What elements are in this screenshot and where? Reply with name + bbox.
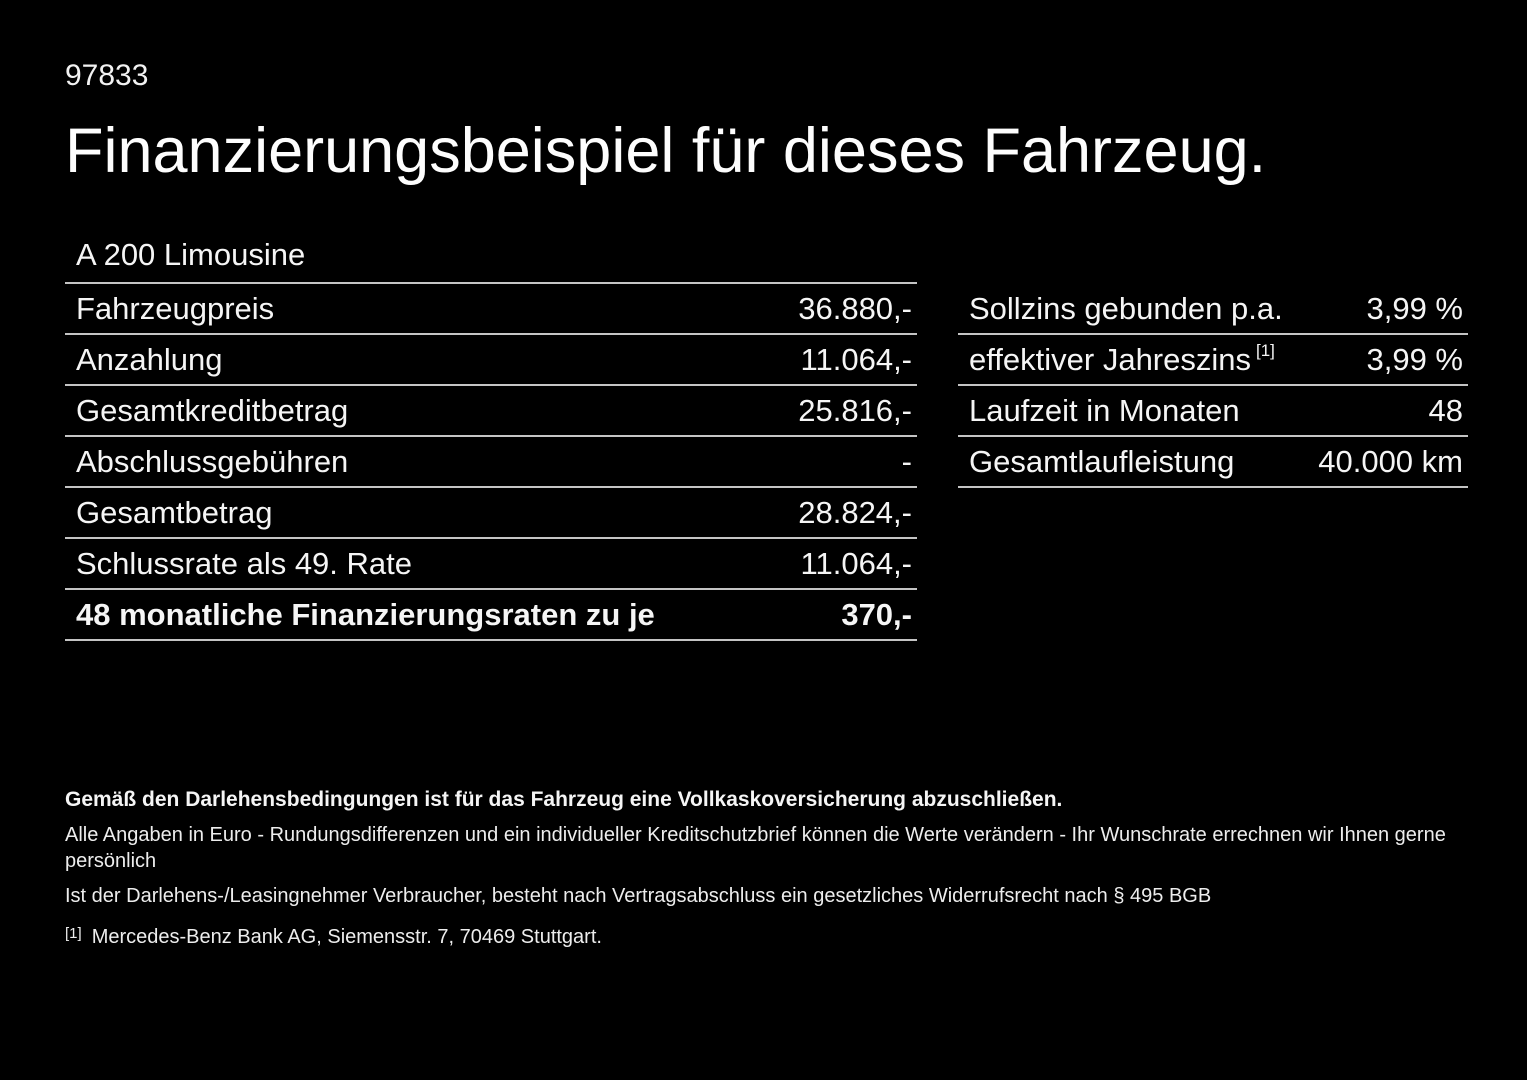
row-value: - xyxy=(901,443,912,479)
row-label: Schlussrate als 49. Rate xyxy=(76,545,413,581)
row-value: 11.064,- xyxy=(800,545,912,581)
table-row: Fahrzeugpreis 36.880,- xyxy=(65,284,917,336)
footnote: [1] Mercedes-Benz Bank AG, Siemensstr. 7,… xyxy=(65,921,1468,950)
row-label: Sollzins gebunden p.a. xyxy=(969,290,1283,326)
table-row: Laufzeit in Monaten 48 xyxy=(958,386,1468,438)
row-value: 370,- xyxy=(841,596,912,632)
right-column: Sollzins gebunden p.a. 3,99 % effektiver J… xyxy=(958,234,1468,641)
table-row: effektiver Jahreszins [1] 3,99 % xyxy=(958,335,1468,387)
row-value: 28.824,- xyxy=(798,494,912,530)
row-value: 3,99 % xyxy=(1366,290,1463,326)
row-label: Gesamtbetrag xyxy=(76,494,273,530)
footnote-marker: [1] xyxy=(65,925,82,943)
row-value: 11.064,- xyxy=(800,341,912,377)
footnote-text: Mercedes-Benz Bank AG, Siemensstr. 7, 70… xyxy=(91,926,602,949)
row-label: 48 monatliche Finanzierungsraten zu je xyxy=(76,596,655,632)
table-row: Abschlussgebühren - xyxy=(65,437,917,489)
table-row: Gesamtkreditbetrag 25.816,- xyxy=(65,386,917,438)
row-value: 48 xyxy=(1428,392,1463,428)
row-label: Abschlussgebühren xyxy=(76,443,349,479)
footer-disclaimers: Gemäß den Darlehensbedingungen ist für d… xyxy=(65,787,1468,950)
document-number: 97833 xyxy=(65,59,149,92)
column-gap xyxy=(917,234,958,641)
row-label: Gesamtkreditbetrag xyxy=(76,392,349,428)
row-label: Fahrzeugpreis xyxy=(76,290,275,326)
financing-costs-table: Fahrzeugpreis 36.880,- Anzahlung 11.064,- Ge… xyxy=(65,282,917,642)
vehicle-model: A 200 Limousine xyxy=(76,237,306,273)
row-value: 40.000 km xyxy=(1318,443,1463,479)
table-row: Sollzins gebunden p.a. 3,99 % xyxy=(958,284,1468,336)
row-label: Anzahlung xyxy=(76,341,223,377)
financing-terms-table: Sollzins gebunden p.a. 3,99 % effektiver J… xyxy=(958,284,1468,489)
table-row: 48 monatliche Finanzierungsraten zu je 37… xyxy=(65,590,917,642)
row-value: 36.880,- xyxy=(798,290,912,326)
row-label: Laufzeit in Monaten xyxy=(969,392,1240,428)
row-label: effektiver Jahreszins xyxy=(969,341,1251,377)
table-row: Gesamtbetrag 28.824,- xyxy=(65,488,917,540)
table-row: Schlussrate als 49. Rate 11.064,- xyxy=(65,539,917,591)
row-label: Gesamtlaufleistung xyxy=(969,443,1235,479)
row-value: 25.816,- xyxy=(798,392,912,428)
financing-tables: A 200 Limousine Fahrzeugpreis 36.880,- Anz… xyxy=(65,234,1468,642)
insurance-disclaimer: Gemäß den Darlehensbedingungen ist für d… xyxy=(65,788,1063,812)
table-row: Anzahlung 11.064,- xyxy=(65,335,917,387)
table-row: Gesamtlaufleistung 40.000 km xyxy=(958,437,1468,489)
withdrawal-rights-disclaimer: Ist der Darlehens-/Leasingnehmer Verbrau… xyxy=(65,885,1212,908)
footnote-reference: [1] xyxy=(1256,341,1275,361)
row-value: 3,99 % xyxy=(1366,341,1463,377)
euro-disclaimer: Alle Angaben in Euro - Rundungsdifferenz… xyxy=(65,824,1446,873)
page-title: Finanzierungsbeispiel für dieses Fahrzeu… xyxy=(65,116,1267,186)
left-column: A 200 Limousine Fahrzeugpreis 36.880,- Anz… xyxy=(65,234,917,642)
